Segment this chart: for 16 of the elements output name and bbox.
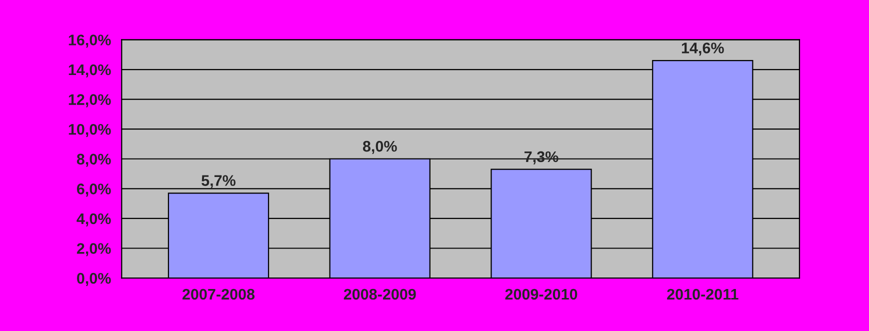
y-tick-label: 8,0% (76, 154, 111, 167)
y-tick-label: 4,0% (76, 213, 111, 226)
y-tick-label: 6,0% (76, 184, 111, 197)
data-label: 14,6% (682, 42, 724, 56)
y-tick-label: 12,0% (68, 94, 111, 108)
y-tick-label: 10,0% (68, 124, 111, 137)
y-tick-label: 2,0% (76, 243, 111, 256)
data-label: 5,7% (202, 175, 236, 188)
data-label: 8,0% (362, 140, 397, 154)
x-tick-label: 2007-2008 (182, 288, 255, 300)
x-tick-label: 2008-2009 (344, 288, 416, 300)
y-tick-label: 14,0% (68, 64, 111, 78)
y-tick-label: 16,0% (68, 34, 111, 48)
y-tick-label: 0,0% (77, 272, 111, 286)
x-tick-label: 2010-2011 (667, 288, 738, 300)
x-tick-label: 2009-2010 (505, 288, 578, 300)
